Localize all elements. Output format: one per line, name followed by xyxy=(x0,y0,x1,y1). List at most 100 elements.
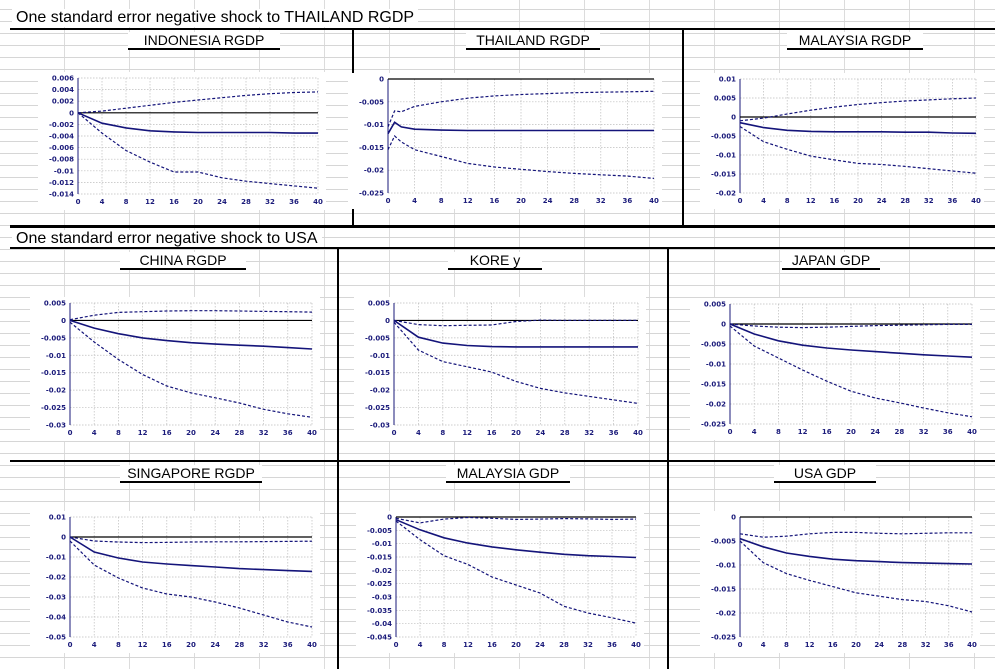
x-tick-label: 36 xyxy=(283,641,293,649)
x-tick-label: 32 xyxy=(921,641,931,649)
y-tick-label: -0.006 xyxy=(49,144,74,152)
response-line xyxy=(739,121,977,135)
x-tick-label: 12 xyxy=(798,428,808,436)
y-tick-label: -0.005 xyxy=(367,527,392,535)
x-tick-label: 28 xyxy=(898,641,908,649)
x-tick-label: 40 xyxy=(307,429,317,437)
chart-title: USA GDP xyxy=(774,465,876,483)
x-tick-label: 4 xyxy=(761,197,766,205)
x-tick-label: 8 xyxy=(776,428,781,436)
x-tick-label: 40 xyxy=(971,197,981,205)
y-tick-label: -0.03 xyxy=(46,422,66,430)
x-tick-label: 8 xyxy=(439,197,444,205)
x-tick-label: 28 xyxy=(235,429,245,437)
y-tick-label: -0.01 xyxy=(706,361,726,369)
y-tick-label: -0.03 xyxy=(370,422,390,430)
y-tick-label: -0.025 xyxy=(41,404,66,412)
confidence-band-line xyxy=(77,91,319,114)
x-tick-label: 36 xyxy=(944,641,954,649)
y-tick-label: -0.015 xyxy=(359,144,384,152)
y-tick-label: -0.015 xyxy=(41,369,66,377)
y-tick-label: -0.004 xyxy=(49,133,74,141)
x-tick-label: 16 xyxy=(490,197,500,205)
y-tick-label: -0.01 xyxy=(46,352,66,360)
confidence-band-line xyxy=(69,540,313,628)
confidence-band-line xyxy=(69,310,313,321)
y-tick-label: -0.045 xyxy=(367,634,392,642)
response-line xyxy=(395,518,637,559)
x-tick-label: 24 xyxy=(217,198,227,206)
x-tick-label: 12 xyxy=(463,641,473,649)
y-tick-label: -0.015 xyxy=(367,554,392,562)
x-tick-label: 20 xyxy=(511,429,521,437)
confidence-band-line xyxy=(393,319,638,327)
x-tick-label: 28 xyxy=(241,198,251,206)
x-tick-label: 40 xyxy=(631,641,641,649)
confidence-band-line xyxy=(393,321,639,404)
y-tick-label: 0.005 xyxy=(704,301,726,309)
y-tick-label: -0.02 xyxy=(364,167,384,175)
y-tick-label: -0.005 xyxy=(711,133,736,141)
x-tick-label: 4 xyxy=(92,641,97,649)
y-tick-label: -0.012 xyxy=(49,179,74,187)
x-tick-label: 20 xyxy=(853,197,863,205)
y-tick-label: -0.025 xyxy=(365,404,390,412)
response-line xyxy=(387,121,654,135)
x-tick-label: 28 xyxy=(560,429,570,437)
x-tick-label: 12 xyxy=(138,641,148,649)
y-tick-label: -0.025 xyxy=(701,421,726,429)
y-tick-label: -0.02 xyxy=(46,574,66,582)
y-tick-label: 0.002 xyxy=(52,98,74,106)
x-tick-label: 20 xyxy=(516,197,526,205)
frame-line xyxy=(682,28,684,226)
x-tick-label: 12 xyxy=(805,641,815,649)
response-line xyxy=(69,319,313,350)
x-tick-label: 20 xyxy=(851,641,861,649)
x-tick-label: 24 xyxy=(536,429,546,437)
confidence-band-line xyxy=(739,531,972,538)
y-tick-label: -0.05 xyxy=(46,634,66,642)
x-tick-label: 16 xyxy=(830,197,840,205)
y-tick-label: -0.02 xyxy=(46,387,66,395)
x-tick-label: 32 xyxy=(596,197,606,205)
x-tick-label: 0 xyxy=(394,641,399,649)
y-tick-label: 0 xyxy=(731,114,736,122)
x-tick-label: 40 xyxy=(313,198,323,206)
y-tick-label: -0.002 xyxy=(49,121,74,129)
x-tick-label: 36 xyxy=(948,197,958,205)
x-tick-label: 28 xyxy=(900,197,910,205)
x-tick-label: 4 xyxy=(92,429,97,437)
x-tick-label: 40 xyxy=(633,429,643,437)
y-tick-label: -0.01 xyxy=(46,554,66,562)
y-tick-label: 0.004 xyxy=(52,86,74,94)
y-tick-label: 0.006 xyxy=(52,75,74,83)
confidence-band-line xyxy=(729,323,972,329)
x-tick-label: 16 xyxy=(828,641,838,649)
x-tick-label: 16 xyxy=(487,429,497,437)
x-tick-label: 28 xyxy=(559,641,569,649)
x-tick-label: 16 xyxy=(162,429,172,437)
x-tick-label: 24 xyxy=(870,428,880,436)
x-tick-label: 0 xyxy=(728,428,733,436)
confidence-band-line xyxy=(77,112,319,189)
response-line xyxy=(739,537,973,565)
confidence-band-line xyxy=(739,540,973,613)
x-tick-label: 8 xyxy=(442,641,447,649)
x-tick-label: 20 xyxy=(193,198,203,206)
section-title-thailand-shock: One standard error negative shock to THA… xyxy=(12,9,419,27)
confidence-band-line xyxy=(729,325,973,418)
x-tick-label: 16 xyxy=(487,641,497,649)
y-tick-label: 0 xyxy=(379,76,384,84)
y-tick-label: 0.005 xyxy=(368,300,390,308)
y-tick-label: 0 xyxy=(69,109,74,117)
x-tick-label: 12 xyxy=(463,197,473,205)
x-tick-label: 28 xyxy=(895,428,905,436)
x-tick-label: 24 xyxy=(543,197,553,205)
x-tick-label: 32 xyxy=(584,429,594,437)
x-tick-label: 4 xyxy=(100,198,105,206)
y-tick-label: -0.025 xyxy=(367,580,392,588)
y-tick-label: 0 xyxy=(61,534,66,542)
x-tick-label: 0 xyxy=(738,197,743,205)
y-tick-label: -0.014 xyxy=(49,191,74,199)
x-tick-label: 24 xyxy=(210,641,220,649)
